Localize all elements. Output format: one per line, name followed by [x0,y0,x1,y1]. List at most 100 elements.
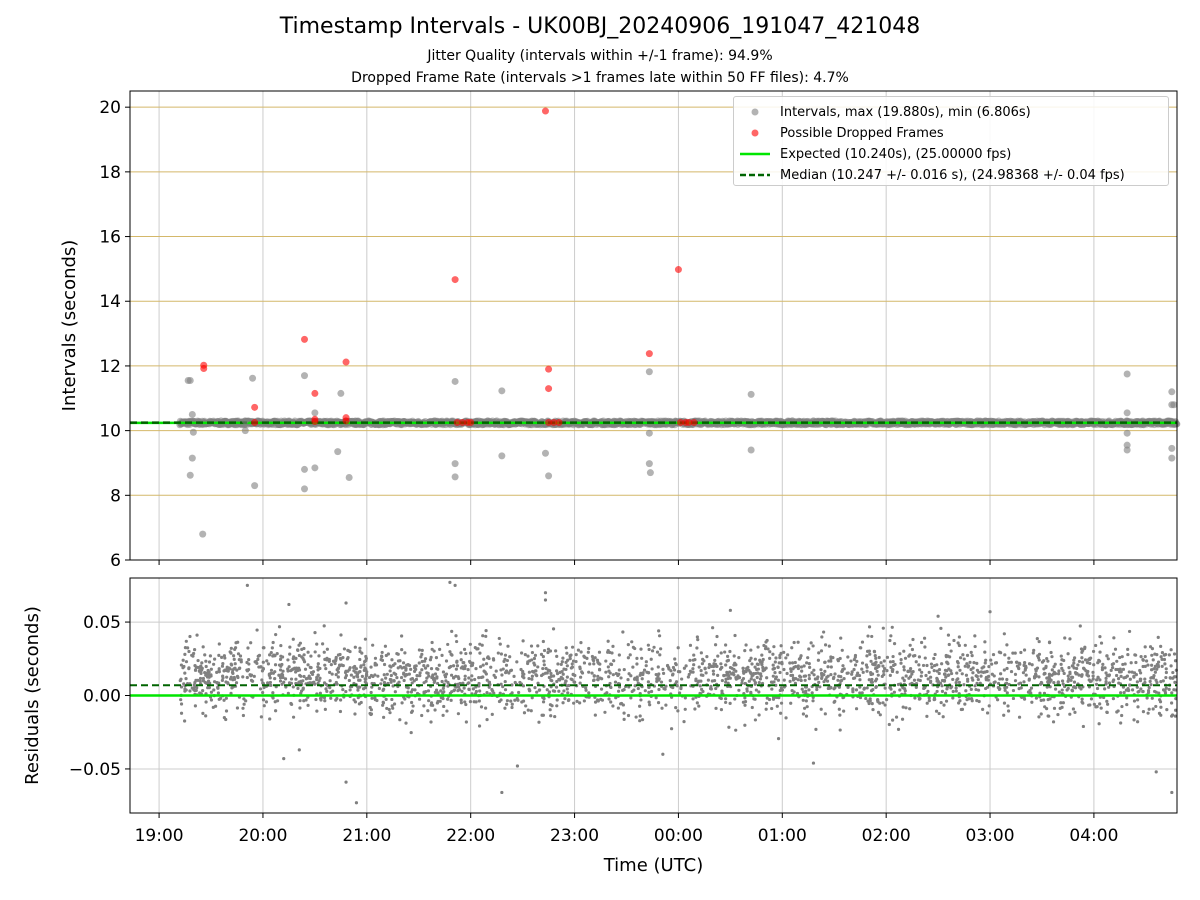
residual-point [325,689,329,693]
residual-point [724,663,728,667]
residual-point [432,649,436,653]
residual-point [932,656,936,661]
residual-point [1084,669,1088,673]
residual-point [434,688,439,692]
residual-point [1134,653,1138,657]
residual-point [409,710,414,715]
residual-point [555,698,559,702]
residual-point [323,663,327,667]
interval-point [645,368,653,376]
residual-point [967,664,971,668]
residual-point [271,691,275,695]
residual-point [184,688,188,692]
residual-point [534,673,538,677]
residual-point [630,689,634,694]
residual-point [546,650,550,655]
residual-point [1061,701,1065,705]
residual-point [626,643,630,647]
residual-point [720,678,724,683]
residual-point [833,685,837,690]
residual-point [535,690,539,694]
residual-point [860,667,864,671]
residual-point [298,706,302,710]
residual-point [773,671,777,675]
residual-point [1107,685,1111,689]
residual-point [626,713,631,718]
residual-point [218,696,223,700]
residual-point [1078,624,1082,628]
residual-point [684,664,688,668]
residual-point [837,685,841,689]
residual-point [901,676,905,680]
residual-point [380,650,384,655]
residual-point [846,655,850,659]
residual-point [1169,648,1173,652]
residual-point [737,688,741,692]
residual-point [409,730,413,735]
residual-point [1160,657,1164,661]
residual-point [328,670,332,674]
residual-point [526,654,530,658]
residual-point [1080,700,1084,704]
residual-point [184,677,188,681]
residual-point [964,673,969,677]
residual-point [358,670,362,674]
residual-point [429,655,433,659]
residual-point [281,669,285,673]
residual-point [262,646,266,650]
residual-point [568,657,572,661]
residual-point [564,679,568,683]
residual-point [985,669,989,674]
residual-point [510,705,514,710]
residual-point [771,652,775,656]
residual-point [443,675,448,679]
residual-point [971,671,975,675]
residual-point [941,715,945,719]
residual-point [816,658,820,662]
residual-point [800,669,804,673]
residual-point [607,697,611,701]
bottom-ytick-label: 0.00 [83,687,121,707]
residual-point [565,651,569,655]
residual-point [357,702,362,706]
residual-point [369,690,373,695]
residual-point [923,656,927,660]
residual-point [829,685,833,690]
dropped-frame-point [677,419,685,427]
residual-point [417,661,421,665]
residual-point [693,707,697,711]
residual-point [467,676,471,680]
residual-point [626,678,630,682]
residual-point [907,676,911,680]
residual-point [925,701,929,705]
residual-point [819,649,824,653]
residual-point [382,673,386,677]
residual-point [297,653,301,658]
interval-point [1123,446,1131,454]
residual-point [910,672,914,676]
residual-point [413,688,417,692]
top-ytick-label: 18 [99,163,121,183]
residual-point [914,685,918,689]
dropped-frame-point [555,419,563,427]
residual-point [381,703,385,707]
residual-point [291,656,295,661]
residual-point [1125,696,1129,700]
residual-point [287,665,291,669]
residual-point [778,670,782,675]
residual-point [234,681,239,685]
residual-point [584,686,588,690]
residual-point [1059,662,1063,666]
residual-point [638,719,642,723]
residual-point [735,676,739,680]
residual-point [1027,662,1032,666]
residual-point [1011,696,1016,701]
residual-point [1002,701,1007,705]
residual-point [1126,688,1130,693]
residual-point [810,671,814,675]
residual-point [938,681,943,685]
residual-point [349,673,353,677]
residual-point [546,668,550,672]
residual-point [1047,678,1051,683]
residual-point [1173,708,1178,712]
